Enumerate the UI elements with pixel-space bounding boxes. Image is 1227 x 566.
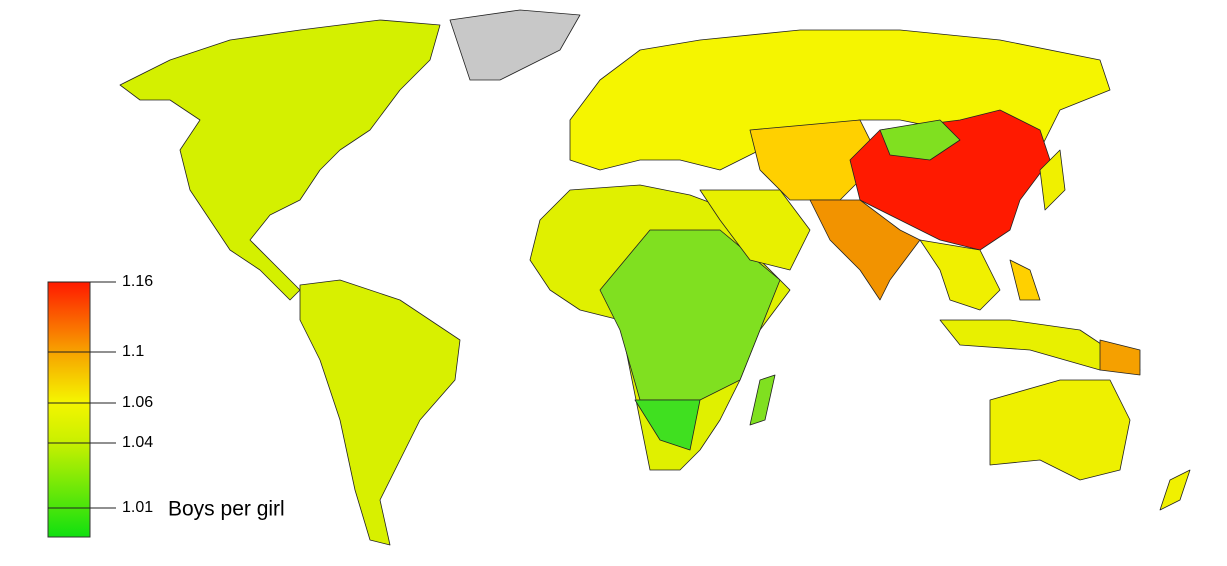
southern-africa <box>634 399 701 451</box>
india <box>809 199 921 301</box>
central-africa <box>599 229 781 401</box>
tick-label: 1.04 <box>122 434 153 451</box>
new-zealand <box>1159 469 1191 511</box>
color-scale <box>47 281 91 538</box>
north-america <box>119 19 441 301</box>
greenland <box>449 9 581 81</box>
tick-label: 1.01 <box>122 499 153 516</box>
southeast-asia <box>919 239 1001 311</box>
legend-title: Boys per girl <box>168 498 285 521</box>
legend: Boys per girl 1.16 1.1 1.06 1.04 1.01 <box>47 273 285 538</box>
tick-label: 1.16 <box>122 273 153 290</box>
japan <box>1039 149 1066 211</box>
australia <box>989 379 1131 481</box>
mongolia <box>879 119 961 161</box>
madagascar <box>749 374 776 426</box>
papua-new-guinea <box>1099 339 1141 376</box>
landmasses <box>119 9 1191 546</box>
tick-label: 1.1 <box>122 343 144 360</box>
south-america <box>299 279 461 546</box>
tick-label: 1.06 <box>122 394 153 411</box>
philippines <box>1009 259 1041 301</box>
